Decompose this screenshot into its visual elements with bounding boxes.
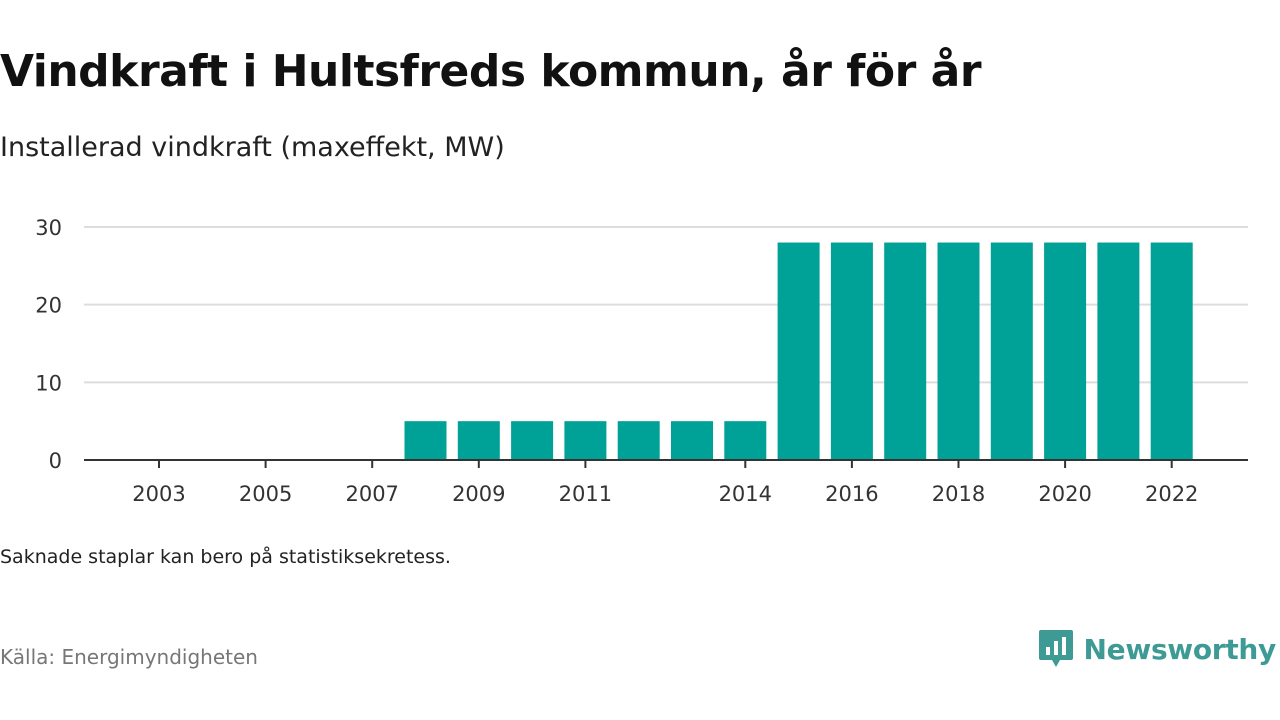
- x-tick-label: 2003: [132, 482, 185, 506]
- x-tick-label: 2018: [932, 482, 985, 506]
- brand-logo: Newsworthy: [1038, 628, 1276, 670]
- newsworthy-logo-icon: [1038, 630, 1073, 667]
- brand-name: Newsworthy: [1083, 632, 1277, 666]
- bar: [1150, 242, 1193, 460]
- bar: [777, 242, 820, 460]
- x-tick-label: 2011: [559, 482, 612, 506]
- bar: [937, 242, 980, 460]
- x-tick-label: 2007: [345, 482, 398, 506]
- bar: [884, 242, 927, 460]
- bar: [990, 242, 1033, 460]
- x-tick-label: 2014: [719, 482, 772, 506]
- bar: [1097, 242, 1140, 460]
- x-tick-label: 2016: [825, 482, 878, 506]
- bar-chart: 0 10 20 30 2003 2005 2007 2009 2011 2014 2016 2018 2…: [35, 216, 1248, 506]
- bar: [511, 421, 554, 460]
- bar: [404, 421, 447, 460]
- chart-title: Vindkraft i Hultsfreds kommun, år för år: [0, 46, 982, 97]
- bar: [1044, 242, 1087, 460]
- bar: [830, 242, 873, 460]
- chart-subtitle: Installerad vindkraft (maxeffekt, MW): [0, 132, 505, 163]
- y-tick-label: 30: [35, 216, 62, 240]
- x-tick-label: 2020: [1038, 482, 1091, 506]
- y-tick-label: 10: [35, 371, 62, 395]
- bar: [564, 421, 607, 460]
- bar: [457, 421, 500, 460]
- bar: [671, 421, 713, 460]
- source-text: Källa: Energimyndigheten: [0, 645, 258, 669]
- footnote: Saknade staplar kan bero på statistiksek…: [0, 546, 451, 568]
- x-tick-label: 2005: [239, 482, 292, 506]
- bar: [617, 421, 660, 460]
- bar: [724, 421, 767, 460]
- x-tick-label: 2022: [1145, 482, 1198, 506]
- y-tick-label: 20: [35, 294, 62, 318]
- x-tick-label: 2009: [452, 482, 505, 506]
- y-tick-label: 0: [49, 449, 62, 473]
